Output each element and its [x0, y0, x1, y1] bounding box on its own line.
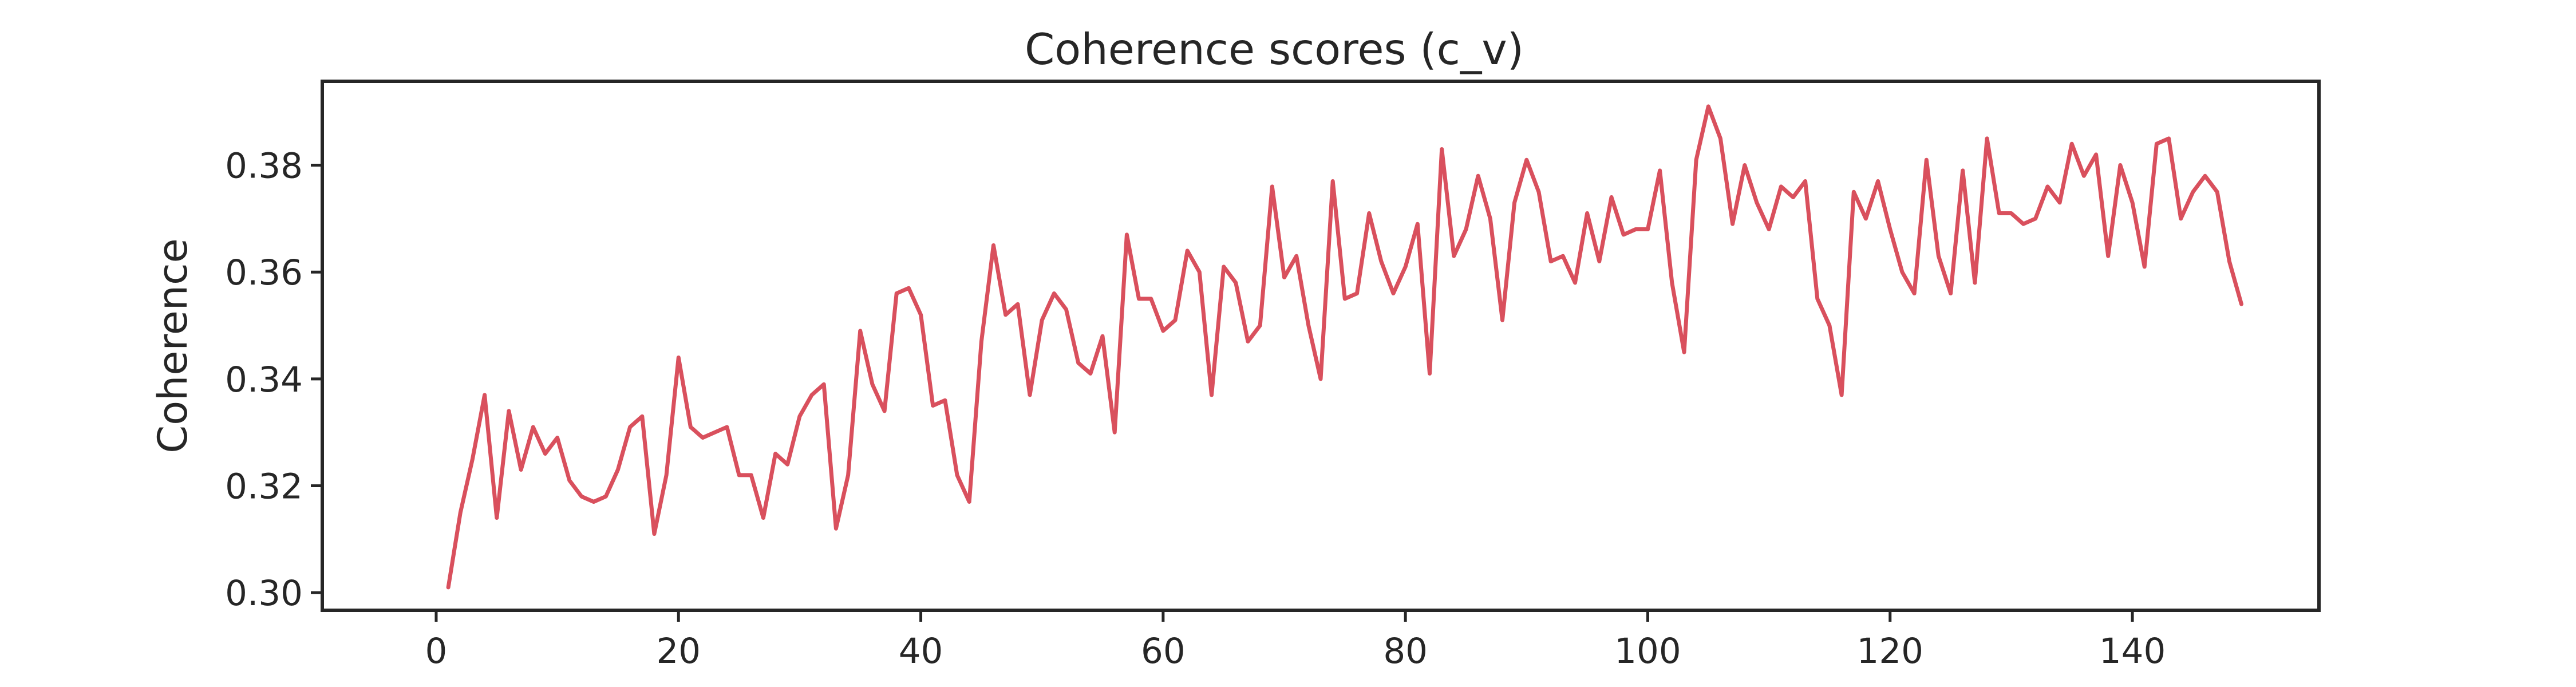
plot-frame — [321, 80, 2321, 612]
x-tick-label: 140 — [2099, 631, 2166, 672]
y-tick-label: 0.32 — [225, 467, 303, 507]
x-tick-label: 20 — [656, 631, 701, 672]
chart-title: Coherence scores (c_v) — [1025, 24, 1524, 74]
x-tick-label: 120 — [1857, 631, 1923, 672]
y-tick-label: 0.30 — [225, 573, 303, 614]
x-axis: 0 20 40 60 80 100 120 140 — [425, 610, 2166, 672]
plot-area — [446, 104, 2243, 590]
series-line-0 — [446, 104, 2243, 590]
y-axis-label: Coherence — [149, 238, 196, 453]
x-tick-label: 80 — [1383, 631, 1428, 672]
x-tick-label: 0 — [425, 631, 448, 672]
y-tick-label: 0.34 — [225, 360, 303, 400]
x-tick-label: 100 — [1614, 631, 1681, 672]
y-tick-label: 0.36 — [225, 252, 303, 293]
y-axis: 0.30 0.32 0.34 0.36 0.38 — [225, 146, 322, 614]
x-tick-label: 40 — [899, 631, 943, 672]
x-tick-label: 60 — [1141, 631, 1186, 672]
y-tick-label: 0.38 — [225, 146, 303, 187]
